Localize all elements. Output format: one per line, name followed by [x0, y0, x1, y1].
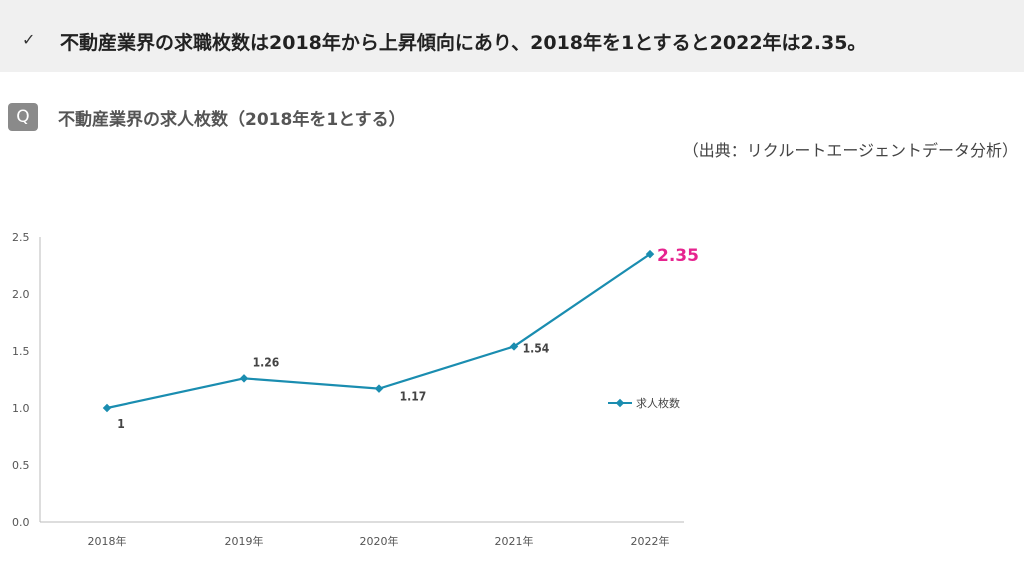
- chart-title: 不動産業界の求人枚数（2018年を1とする）: [58, 110, 406, 130]
- x-tick-label: 2021年: [495, 534, 534, 548]
- y-tick-label: 0.5: [12, 459, 30, 472]
- summary-headline: 不動産業界の求職枚数は2018年から上昇傾向にあり、2018年を1とすると202…: [60, 32, 867, 54]
- y-tick-label: 0.0: [12, 516, 30, 529]
- x-tick-label: 2019年: [225, 534, 264, 548]
- x-axis-ticks: 2018年 2019年 2020年 2021年 2022年: [88, 534, 670, 548]
- x-tick-label: 2020年: [360, 534, 399, 548]
- check-icon: ✓: [22, 30, 36, 49]
- data-label: 1.17: [400, 390, 427, 404]
- chart-series: [102, 249, 655, 413]
- data-point: [102, 403, 112, 413]
- y-tick-label: 1.0: [12, 402, 30, 415]
- y-tick-label: 2.0: [12, 288, 30, 301]
- legend-marker: [615, 398, 625, 408]
- summary-banner: ✓ 不動産業界の求職枚数は2018年から上昇傾向にあり、2018年を1とすると2…: [0, 0, 1024, 72]
- chart-legend: 求人枚数: [608, 396, 680, 410]
- data-labels: 1 1.26 1.17 1.54 2.35: [117, 246, 699, 431]
- data-label: 1.54: [523, 341, 550, 355]
- y-tick-label: 2.5: [12, 231, 30, 244]
- data-label: 1: [117, 417, 125, 431]
- highlight-value-label: 2.35: [657, 246, 699, 266]
- legend-label: 求人枚数: [636, 396, 680, 410]
- question-badge: Q: [8, 103, 38, 131]
- data-point: [509, 342, 519, 351]
- data-point: [239, 374, 249, 383]
- data-point: [374, 384, 384, 393]
- x-tick-label: 2018年: [88, 534, 127, 548]
- x-tick-label: 2022年: [631, 534, 670, 548]
- y-tick-label: 1.5: [12, 345, 30, 358]
- source-note: （出典：リクルートエージェントデータ分析）: [682, 141, 1018, 160]
- data-label: 1.26: [253, 355, 280, 369]
- chart-axes: [39, 237, 684, 523]
- y-axis-ticks: 0.0 0.5 1.0 1.5 2.0 2.5: [12, 231, 30, 529]
